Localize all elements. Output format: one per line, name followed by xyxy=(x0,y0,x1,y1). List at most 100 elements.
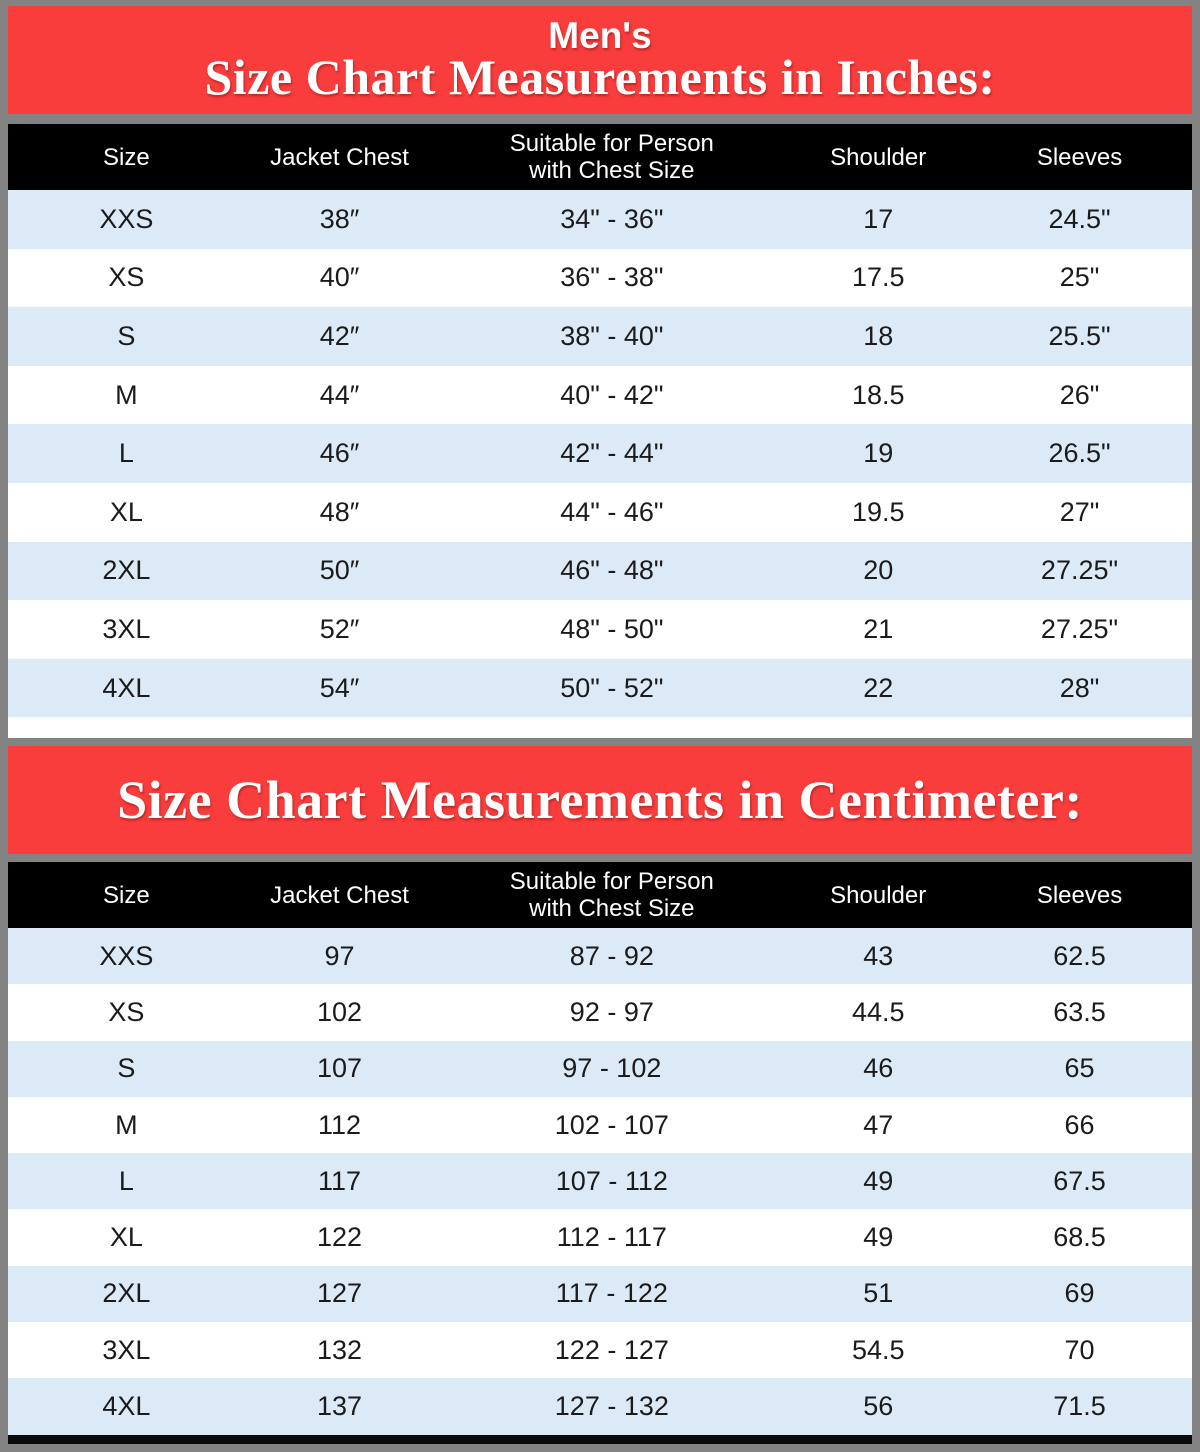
table-cell: 112 xyxy=(317,1109,362,1140)
table-cell: 52″ xyxy=(319,613,360,644)
table-cell: 65 xyxy=(1064,1053,1095,1084)
table-cell: 19 xyxy=(863,438,894,469)
table-cell: XS xyxy=(108,262,145,293)
table-cell: 27.25" xyxy=(1040,555,1119,586)
table-row: XXS 97 87 - 92 43 62.5 xyxy=(8,928,1192,985)
col-header-suitable-line1: Suitable for Person xyxy=(509,130,714,157)
inches-size-table: Size Jacket Chest Suitable for Person wit… xyxy=(8,124,1192,718)
table-cell: 43 xyxy=(863,940,894,971)
table-cell: XS xyxy=(108,996,145,1027)
table-cell: 36" - 38" xyxy=(560,262,664,293)
table-cell: XL xyxy=(109,1222,143,1253)
table-cell: 107 - 112 xyxy=(555,1165,668,1196)
table-cell: 71.5 xyxy=(1053,1391,1106,1422)
table-cell: 54″ xyxy=(319,672,360,703)
table-cell: 44" - 46" xyxy=(560,496,664,527)
table-cell: 2XL xyxy=(102,1278,151,1309)
table-row: 2XL 127 117 - 122 51 69 xyxy=(8,1265,1192,1323)
table-cell: L xyxy=(118,438,134,469)
table-cell: S xyxy=(117,320,136,351)
table-cell: 127 xyxy=(316,1278,363,1309)
table-cell: 27" xyxy=(1059,496,1100,527)
table-cell: 26" xyxy=(1059,379,1100,410)
col-header-sleeves: Sleeves xyxy=(967,862,1192,928)
table-cell: 87 - 92 xyxy=(569,940,654,971)
table-row: 3XL 132 122 - 127 54.5 70 xyxy=(8,1322,1192,1379)
col-header-suitable: Suitable for Person with Chest Size xyxy=(434,124,790,190)
table-row: S 107 97 - 102 46 65 xyxy=(8,1040,1192,1097)
table-cell: 42" - 44" xyxy=(560,438,664,469)
table-cell: 46″ xyxy=(319,438,360,469)
table-row: L 117 107 - 112 49 67.5 xyxy=(8,1153,1192,1210)
table-cell: 2XL xyxy=(102,555,151,586)
table-cell: 26.5" xyxy=(1048,438,1111,469)
table-cell: 49 xyxy=(863,1222,894,1253)
table-cell: 19.5 xyxy=(851,496,905,527)
cm-table-header: Size Jacket Chest Suitable for Person wit… xyxy=(8,862,1192,928)
table-cell: 132 xyxy=(316,1334,363,1365)
col-header-sleeves: Sleeves xyxy=(967,124,1192,190)
table-row: XXS 38″ 34" - 36" 17 24.5" xyxy=(8,190,1192,249)
table-cell: 122 - 127 xyxy=(554,1334,669,1365)
table-cell: 63.5 xyxy=(1053,996,1106,1027)
cm-banner-title: Size Chart Measurements in Centimeter: xyxy=(117,770,1083,830)
table-cell: 18.5 xyxy=(851,379,905,410)
table-cell: M xyxy=(115,1109,138,1140)
table-cell: 48" - 50" xyxy=(560,613,664,644)
cm-size-table: Size Jacket Chest Suitable for Person wit… xyxy=(8,862,1192,1435)
table-cell: XXS xyxy=(99,940,154,971)
table-cell: 67.5 xyxy=(1053,1165,1106,1196)
bottom-divider-bar xyxy=(8,1435,1192,1444)
table-cell: 66 xyxy=(1064,1109,1095,1140)
table-cell: 97 xyxy=(324,940,355,971)
table-cell: 47 xyxy=(863,1109,894,1140)
inches-table-body: XXS 38″ 34" - 36" 17 24.5" XS 40″ 36" - 38" 17.5… xyxy=(8,190,1192,718)
table-cell: 92 - 97 xyxy=(569,996,654,1027)
table-cell: 17 xyxy=(863,203,894,234)
table-cell: 137 xyxy=(316,1391,363,1422)
inches-banner-title: Size Chart Measurements in Inches: xyxy=(204,49,996,105)
table-cell: 3XL xyxy=(102,1334,151,1365)
col-header-suitable-line2: with Chest Size xyxy=(529,157,695,184)
table-cell: 42″ xyxy=(319,320,360,351)
table-cell: 112 - 117 xyxy=(556,1222,667,1253)
table-cell: L xyxy=(118,1165,134,1196)
table-row: XS 40″ 36" - 38" 17.5 25" xyxy=(8,248,1192,308)
table-cell: S xyxy=(117,1053,136,1084)
table-cell: 51 xyxy=(863,1278,894,1309)
table-cell: 49 xyxy=(863,1165,894,1196)
table-cell: 18 xyxy=(863,320,894,351)
table-cell: 38" - 40" xyxy=(560,320,664,351)
table-cell: 25.5" xyxy=(1048,320,1111,351)
col-header-suitable: Suitable for Person with Chest Size xyxy=(434,862,790,928)
table-cell: 17.5 xyxy=(851,262,905,293)
table-cell: 70 xyxy=(1064,1334,1095,1365)
table-cell: 4XL xyxy=(102,672,151,703)
table-cell: 122 xyxy=(316,1222,363,1253)
table-cell: 50" - 52" xyxy=(560,672,664,703)
table-cell: 38″ xyxy=(319,203,360,234)
col-header-shoulder: Shoulder xyxy=(789,124,968,190)
col-header-size: Size xyxy=(8,124,245,190)
table-cell: XXS xyxy=(99,203,154,234)
table-cell: 21 xyxy=(863,613,894,644)
table-cell: 107 xyxy=(316,1053,363,1084)
cm-section-banner: Size Chart Measurements in Centimeter: xyxy=(8,746,1192,854)
table-cell: 69 xyxy=(1064,1278,1095,1309)
table-cell: 46" - 48" xyxy=(560,555,664,586)
table-cell: M xyxy=(115,379,138,410)
table-row: S 42″ 38" - 40" 18 25.5" xyxy=(8,307,1192,366)
table-cell: 24.5" xyxy=(1048,203,1111,234)
table-cell: 27.25" xyxy=(1040,613,1119,644)
table-row: XS 102 92 - 97 44.5 63.5 xyxy=(8,984,1192,1041)
table-cell: 4XL xyxy=(102,1391,151,1422)
inches-section-banner: Men's Size Chart Measurements in Inches: xyxy=(8,6,1192,114)
table-row: M 112 102 - 107 47 66 xyxy=(8,1096,1192,1154)
col-header-jacket-chest: Jacket Chest xyxy=(244,124,435,190)
table-cell: 22 xyxy=(863,672,894,703)
cm-table-body: XXS 97 87 - 92 43 62.5 XS 102 92 - 97 44.5 63.5 S 1… xyxy=(8,928,1192,1435)
table-cell: 40" - 42" xyxy=(560,379,664,410)
table-cell: 102 xyxy=(316,996,363,1027)
table-cell: 56 xyxy=(863,1391,894,1422)
col-header-jacket-chest: Jacket Chest xyxy=(244,862,435,928)
